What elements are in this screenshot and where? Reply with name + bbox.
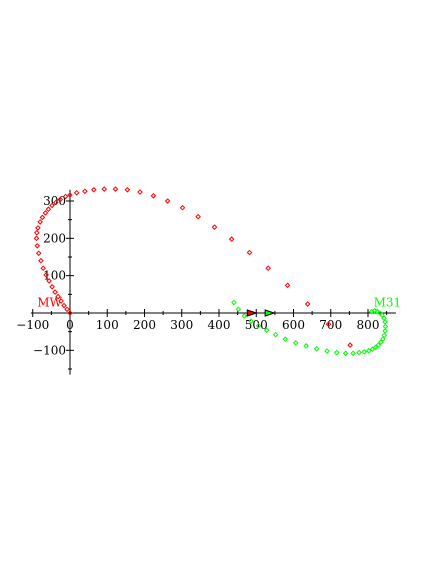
data-point — [356, 349, 362, 356]
data-point — [33, 235, 40, 242]
data-point — [374, 308, 381, 315]
data-point — [265, 265, 271, 272]
data-point — [246, 249, 253, 256]
series-group — [231, 299, 389, 357]
data-point — [241, 313, 248, 319]
data-point — [350, 350, 356, 357]
data-point — [42, 210, 49, 216]
data-point — [164, 198, 171, 204]
data-point — [52, 289, 58, 295]
data-point — [35, 225, 41, 231]
data-point — [284, 282, 291, 289]
x-tick-label: 500 — [245, 318, 268, 332]
data-point — [248, 318, 254, 325]
data-point — [382, 323, 389, 330]
x-tick-label: 300 — [170, 318, 193, 332]
data-point — [231, 299, 237, 306]
data-point — [324, 348, 330, 354]
data-point — [342, 350, 349, 357]
data-point — [37, 219, 44, 225]
data-point — [255, 322, 262, 329]
series-group — [33, 186, 353, 348]
data-point — [195, 213, 201, 220]
data-point — [282, 336, 289, 342]
data-point — [382, 328, 388, 334]
x-tick-label: 700 — [319, 318, 342, 332]
data-point — [34, 242, 41, 249]
data-point — [82, 188, 88, 195]
position-markers — [246, 309, 276, 317]
x-tick-label: 100 — [96, 318, 119, 332]
position-marker — [264, 309, 276, 317]
data-point — [62, 193, 69, 200]
tick-labels: −100 0 100 200 300 400 500 600 700 800−1001002003… — [16, 194, 379, 357]
data-point — [375, 342, 382, 348]
x-tick-label: 600 — [282, 318, 305, 332]
data-point — [57, 196, 64, 203]
data-point — [304, 301, 311, 307]
data-point — [67, 310, 73, 316]
data-point — [55, 293, 61, 300]
data-point — [272, 331, 279, 338]
data-point — [112, 186, 119, 192]
data-point — [49, 284, 55, 290]
y-tick-label: 200 — [43, 231, 66, 245]
data-point — [91, 187, 97, 193]
data-point — [46, 278, 52, 284]
annotation-label: M31 — [374, 295, 402, 309]
data-point — [150, 192, 157, 199]
position-marker — [246, 309, 258, 317]
data-point — [43, 272, 49, 278]
y-tick-label: −100 — [33, 343, 66, 357]
data-point — [64, 306, 70, 313]
data-point — [179, 204, 186, 211]
data-point — [35, 250, 42, 257]
data-point — [347, 342, 353, 348]
x-tick-label: 800 — [357, 318, 380, 332]
data-point — [53, 199, 59, 206]
x-tick-label: 200 — [133, 318, 156, 332]
data-point — [381, 332, 388, 339]
data-point — [137, 189, 143, 195]
data-point — [372, 344, 379, 351]
x-tick-label: 400 — [208, 318, 231, 332]
data-point — [61, 302, 67, 309]
data-point — [101, 186, 108, 192]
data-point — [124, 187, 131, 193]
data-point — [292, 340, 299, 346]
data-point — [39, 214, 46, 221]
data-point — [211, 224, 218, 230]
data-point — [380, 336, 386, 342]
annotations: MW M31 — [37, 295, 401, 309]
data-point — [235, 306, 242, 313]
data-point — [228, 236, 235, 242]
data-point — [73, 189, 80, 196]
data-point — [325, 321, 332, 328]
data-point — [333, 349, 340, 356]
x-tick-label: −100 — [16, 318, 49, 332]
data-point — [361, 349, 368, 355]
annotation-label: MW — [37, 295, 62, 309]
data-point — [45, 206, 52, 213]
data-point — [382, 319, 388, 325]
axes — [30, 189, 396, 375]
data-point — [368, 308, 375, 315]
y-tick-label: 100 — [43, 269, 66, 283]
data-point — [49, 202, 55, 209]
data-point — [313, 346, 320, 352]
data-point — [38, 257, 44, 264]
data-series — [33, 186, 389, 357]
data-point — [34, 229, 40, 236]
data-point — [263, 327, 270, 333]
x-tick-label: 0 — [66, 318, 74, 332]
data-point — [303, 343, 309, 349]
data-point — [40, 265, 46, 272]
data-point — [371, 307, 378, 314]
data-point — [58, 298, 64, 304]
data-point — [365, 347, 372, 354]
data-point — [67, 192, 73, 198]
